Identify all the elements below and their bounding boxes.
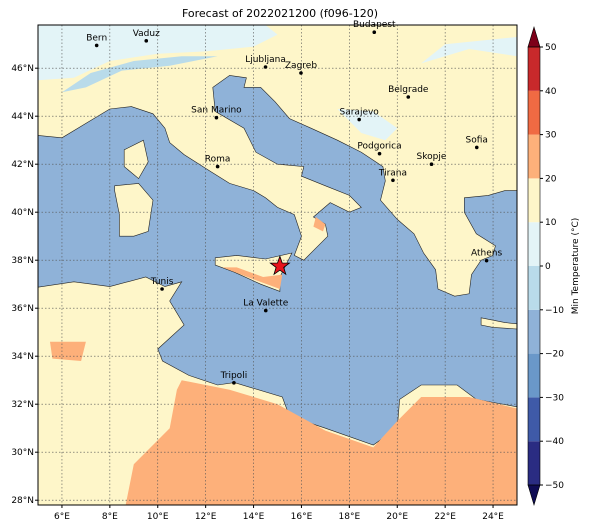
x-tick-label: 24°E <box>482 512 504 522</box>
overlay: 6°E 8°E 10°E 12°E 14°E 16°E 18°E 20°E 22°E 24°E 28… <box>11 20 581 522</box>
colorbar-tick-label: −10 <box>545 306 564 316</box>
warm-zone <box>125 380 517 505</box>
city-dot <box>474 145 479 150</box>
y-tick-label: 34°N <box>11 352 34 362</box>
city-dot <box>299 71 303 75</box>
colorbar-bin <box>528 309 540 354</box>
x-tick-label: 12°E <box>195 512 217 522</box>
city-dot <box>429 162 434 166</box>
city-dot <box>215 164 220 169</box>
x-tick-label: 20°E <box>386 512 408 522</box>
city-label: Athens <box>471 249 502 259</box>
city-label: Skopje <box>417 152 447 162</box>
city-label: Zagreb <box>285 61 317 71</box>
city-dot <box>263 65 268 69</box>
city-label: Belgrade <box>388 85 429 95</box>
map-frame <box>37 24 518 506</box>
colorbar-tick-label: 10 <box>545 218 557 228</box>
colorbar-tick-label: −20 <box>545 350 564 360</box>
city-label: Tripoli <box>220 371 248 381</box>
colorbar-bin <box>528 266 540 310</box>
city-dot <box>357 117 361 122</box>
city-dot <box>160 287 164 291</box>
city-dot <box>214 115 219 120</box>
city-label: Roma <box>205 155 231 165</box>
city-label: Tirana <box>378 168 407 178</box>
city-dot <box>484 258 489 263</box>
colorbar-bin <box>528 353 540 398</box>
y-tick-label: 42°N <box>11 160 34 170</box>
y-tick-label: 44°N <box>11 112 34 122</box>
colorbar-tick-label: 20 <box>545 174 557 184</box>
y-tick-label: 38°N <box>11 256 34 266</box>
cold-zone <box>38 25 278 81</box>
y-tick-label: 30°N <box>11 448 34 458</box>
city-dot <box>391 178 395 183</box>
colorbar-tick-label: 30 <box>545 131 557 141</box>
cold-zone <box>337 109 398 141</box>
colorbar-bin <box>528 134 540 179</box>
city-dot <box>377 151 382 156</box>
x-tick-label: 8°E <box>102 512 118 522</box>
city-label: Tunis <box>150 277 174 287</box>
y-tick-label: 32°N <box>11 400 34 410</box>
colorbar-tick-label: −30 <box>545 393 564 403</box>
city-label: Bern <box>86 33 107 43</box>
land <box>114 183 154 237</box>
x-tick-label: 18°E <box>339 512 361 522</box>
x-tick-label: 14°E <box>243 512 265 522</box>
colorbar-tick-label: 40 <box>545 87 557 97</box>
cold-zone <box>62 56 218 93</box>
city-label: Sofia <box>466 135 488 145</box>
colorbar-tick-label: 0 <box>545 262 551 272</box>
colorbar-tick-label: 50 <box>545 43 557 53</box>
city-dot <box>144 39 149 43</box>
x-tick-label: 10°E <box>147 512 169 522</box>
colorbar-extend <box>527 484 541 507</box>
colorbar-bin <box>528 222 540 266</box>
city-dot <box>406 95 411 99</box>
warm-zone <box>222 267 283 289</box>
x-tick-label: 22°E <box>434 512 456 522</box>
city-label: La Valette <box>243 299 288 309</box>
city-dot <box>372 30 377 34</box>
colorbar-tick-label: −50 <box>545 481 564 491</box>
colorbar-extend <box>527 25 541 48</box>
colorbar-bin <box>528 90 540 135</box>
city-label: Ljubljana <box>245 55 286 65</box>
map-area <box>38 25 517 505</box>
y-tick-label: 28°N <box>11 496 34 506</box>
y-tick-label: 46°N <box>11 64 34 74</box>
city-dot <box>94 43 99 48</box>
city-dot <box>263 308 268 313</box>
land <box>123 139 149 180</box>
map-title: Forecast of 2022021200 (f096-120) <box>182 7 378 20</box>
x-tick-label: 6°E <box>54 512 70 522</box>
colorbar-bin <box>528 441 540 485</box>
city-dot <box>232 381 236 385</box>
city-label: Vaduz <box>133 29 160 39</box>
warm-zone <box>50 341 86 361</box>
city-label: San Marino <box>191 106 242 116</box>
city-label: Sarajevo <box>340 108 380 118</box>
y-tick-label: 40°N <box>11 208 34 218</box>
city-label: Budapest <box>353 20 396 30</box>
city-label: Podgorica <box>357 142 401 152</box>
colorbar-bin <box>528 397 540 442</box>
x-tick-label: 16°E <box>291 512 313 522</box>
colorbar-label: Min Temperature (°C) <box>571 218 581 315</box>
land <box>480 317 517 330</box>
location-star <box>269 254 291 276</box>
colorbar-bin <box>528 178 540 223</box>
y-tick-label: 36°N <box>11 304 34 314</box>
colorbar-tick-label: −40 <box>545 437 564 447</box>
colorbar-bin <box>528 47 540 91</box>
sea-edge <box>313 217 326 232</box>
